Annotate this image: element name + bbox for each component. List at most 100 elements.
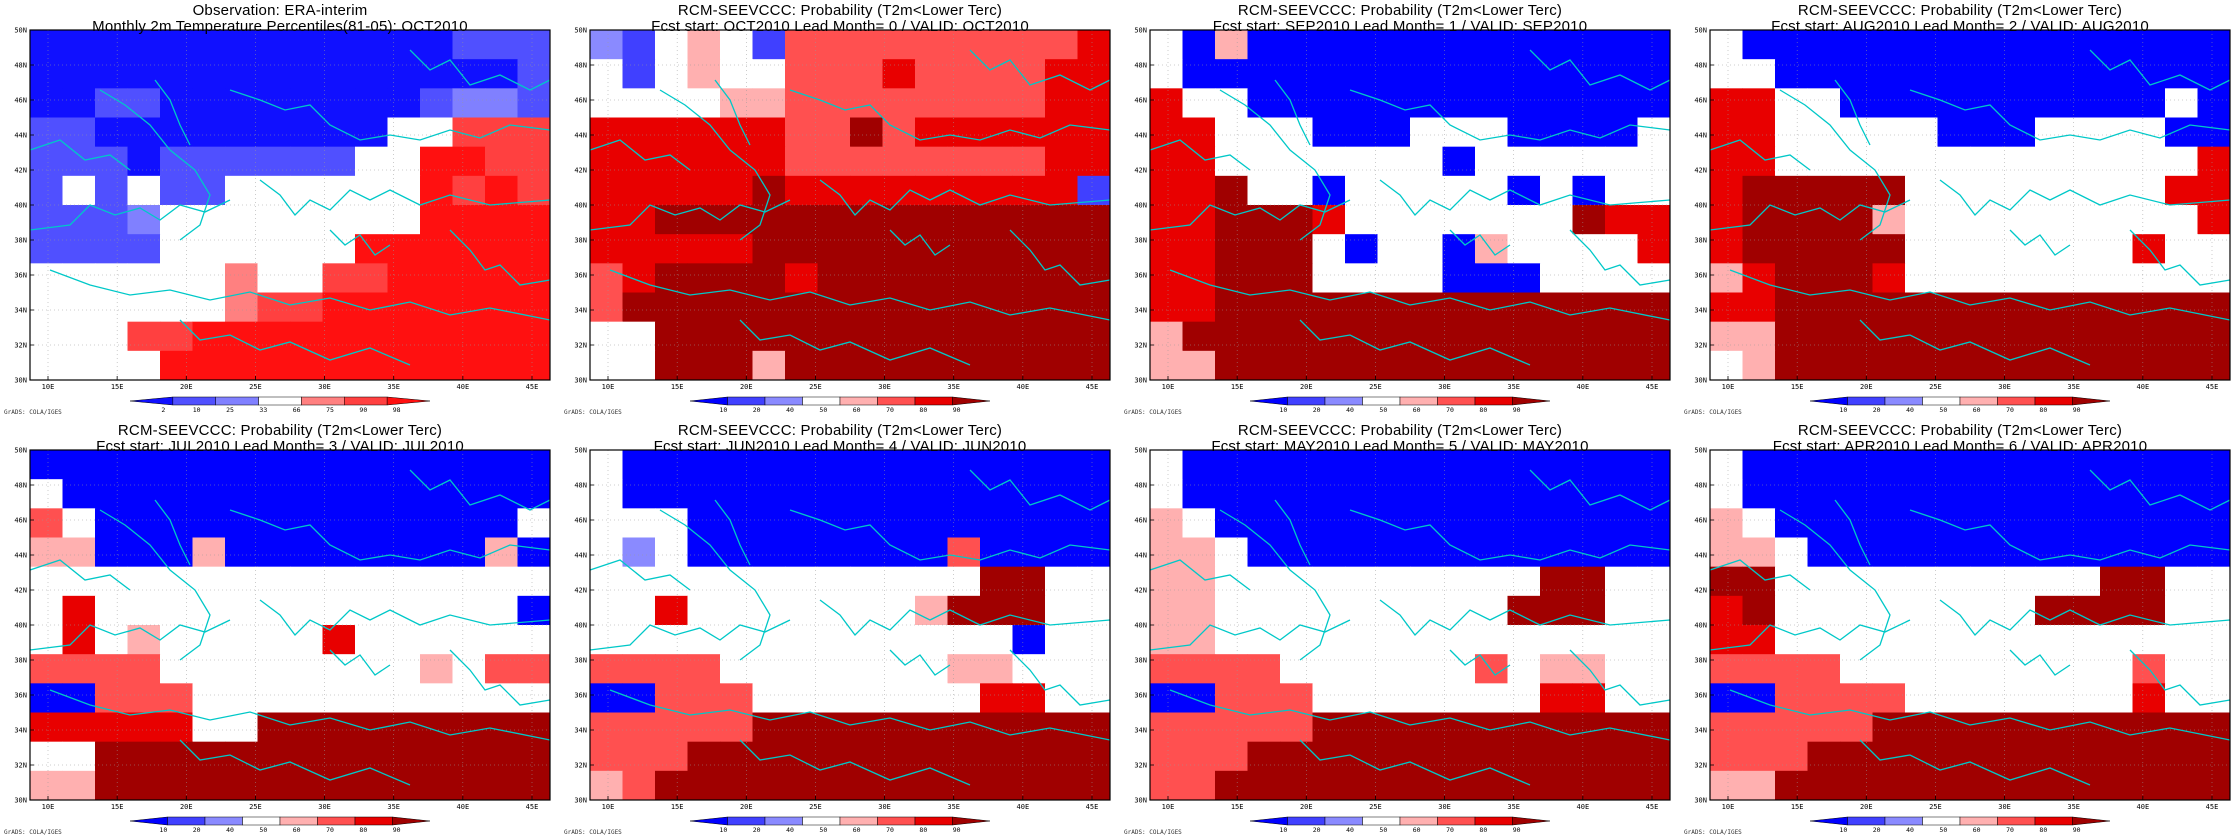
grid-cell xyxy=(850,770,883,801)
grid-cell xyxy=(1077,508,1111,538)
grid-cell xyxy=(850,175,883,206)
grid-cell xyxy=(817,292,851,323)
grid-cell xyxy=(387,654,421,684)
grid-cell xyxy=(655,479,688,509)
grid-cell xyxy=(1572,263,1606,293)
grid-cell xyxy=(290,234,323,264)
grid-cell xyxy=(1475,654,1508,684)
grid-cell xyxy=(1442,350,1476,381)
colorbar-label: 90 xyxy=(393,826,401,834)
grid-cell xyxy=(160,117,193,148)
grid-cell xyxy=(30,146,63,177)
grid-cell xyxy=(2132,450,2166,480)
grid-cell xyxy=(192,683,226,713)
grid-cell xyxy=(2197,508,2231,538)
grid-cell xyxy=(1012,292,1046,323)
grid-cell xyxy=(160,479,193,509)
lat-label: 38N xyxy=(574,237,587,245)
lat-label: 32N xyxy=(14,342,27,350)
grid-cell xyxy=(1312,654,1346,684)
grid-cell xyxy=(225,683,258,713)
grid-cell xyxy=(420,59,453,89)
grid-cell xyxy=(2002,712,2036,743)
grid-cell xyxy=(355,175,388,206)
grid-cell xyxy=(687,146,721,177)
grid-cell xyxy=(850,146,883,177)
grid-cell xyxy=(850,625,883,655)
coastline xyxy=(1709,199,1911,231)
lon-label: 25E xyxy=(1369,803,1382,811)
grid-cell xyxy=(485,321,518,352)
lon-label: 15E xyxy=(111,803,124,811)
grid-cell xyxy=(1637,741,1671,772)
grid-cell xyxy=(355,234,388,264)
grid-cell xyxy=(1150,205,1183,235)
grid-cell xyxy=(882,566,916,597)
lat-label: 44N xyxy=(574,552,587,560)
lon-label: 35E xyxy=(1507,803,1520,811)
grid-cell xyxy=(1045,292,1078,323)
coastline xyxy=(789,89,1111,141)
colorbar-label: 80 xyxy=(919,826,927,834)
colorbar-segment xyxy=(1959,816,1998,826)
colorbar-segment xyxy=(1287,396,1326,406)
grid-cell xyxy=(2035,59,2068,89)
grid-cell xyxy=(1710,175,1743,206)
grid-cell xyxy=(1742,175,1776,206)
grid-cell xyxy=(1775,321,1808,352)
grid-cell xyxy=(1182,683,1216,713)
grid-cell xyxy=(1410,321,1443,352)
grid-cell xyxy=(850,537,883,568)
grid-cell xyxy=(1540,625,1573,655)
grid-cell xyxy=(95,683,128,713)
lon-label: 10E xyxy=(602,383,615,391)
grid-cell xyxy=(1807,205,1841,235)
grid-cell xyxy=(420,566,453,597)
grid-cell xyxy=(225,566,258,597)
grid-cell xyxy=(160,263,193,293)
grid-cell xyxy=(485,595,518,626)
grid-cell xyxy=(1280,450,1313,480)
grid-cell xyxy=(1840,770,1873,801)
colorbar-label: 80 xyxy=(1479,406,1487,414)
colorbar-label: 50 xyxy=(1939,826,1947,834)
grid-cell xyxy=(1345,683,1378,713)
grid-cell xyxy=(30,566,63,597)
colorbar-label: 10 xyxy=(1839,826,1847,834)
lon-label: 45E xyxy=(526,383,539,391)
grid-cell xyxy=(1905,770,1938,801)
grid-cell xyxy=(387,508,421,538)
grid-cell xyxy=(1150,741,1183,772)
grid-cell xyxy=(1475,321,1508,352)
grid-cell xyxy=(1442,205,1476,235)
grid-cell xyxy=(1475,263,1508,293)
grid-cell xyxy=(1150,30,1183,60)
grid-cell xyxy=(850,30,883,60)
grid-cell xyxy=(655,683,688,713)
colorbar-segment xyxy=(727,816,766,826)
colorbar-segment xyxy=(764,816,803,826)
grid-cell xyxy=(1345,566,1378,597)
grid-cell xyxy=(1045,117,1078,148)
grid-cell xyxy=(1970,321,2003,352)
grid-cell xyxy=(225,654,258,684)
grid-cell xyxy=(485,234,518,264)
colorbar-segment xyxy=(877,396,916,406)
grid-cell xyxy=(655,117,688,148)
grid-cell xyxy=(1540,88,1573,118)
lat-label: 40N xyxy=(14,202,27,210)
grid-cell xyxy=(1637,712,1671,743)
panel-title: RCM-SEEVCCC: Probability (T2m<Lower Terc… xyxy=(1797,422,2123,439)
grid-cell xyxy=(192,59,226,89)
grid-cell xyxy=(590,350,623,381)
grid-cell xyxy=(2002,321,2036,352)
grid-cell xyxy=(485,450,518,480)
grid-cell xyxy=(720,234,753,264)
grid-cell xyxy=(947,566,981,597)
colorbar-segment xyxy=(1809,816,1848,826)
grid-cell xyxy=(1572,683,1606,713)
grid-cell xyxy=(1970,712,2003,743)
coastline xyxy=(1709,139,1811,171)
grid-cell xyxy=(2132,508,2166,538)
grid-cell xyxy=(1905,654,1938,684)
